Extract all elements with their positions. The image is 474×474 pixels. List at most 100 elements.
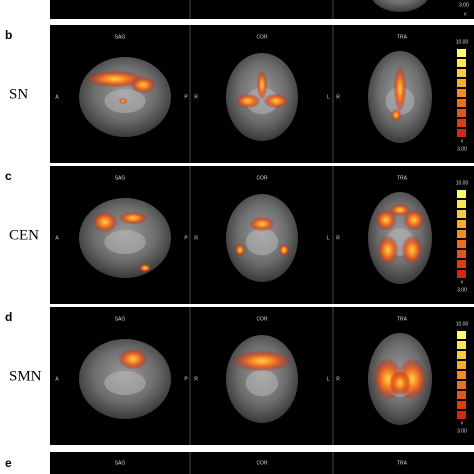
brain-slice (372, 0, 428, 12)
orientation-label: R (194, 235, 198, 241)
orientation-label: R (194, 94, 198, 100)
orientation-label: L (327, 94, 330, 100)
color-swatch (457, 79, 466, 87)
color-swatch (457, 411, 466, 419)
panel-letter: e (5, 456, 12, 470)
view-label: COR (256, 175, 268, 181)
network-name: SN (9, 86, 28, 102)
activation-blob (378, 236, 398, 264)
panel-letter: d (5, 310, 12, 324)
view-label: SAG (115, 34, 126, 40)
orientation-label: L (327, 376, 330, 382)
activation-blob (235, 244, 245, 256)
color-swatch (457, 371, 466, 379)
scale-max: 10.00 (456, 180, 469, 186)
view-label: SAG (115, 175, 126, 181)
scale-min: 3.00 (457, 428, 467, 434)
activation-blob (264, 94, 288, 108)
scale-arrow: v (461, 138, 464, 144)
activation-blob (93, 212, 117, 232)
activation-blob (376, 210, 396, 230)
orientation-label: P (184, 94, 188, 100)
color-swatch (457, 99, 466, 107)
orientation-label: A (55, 376, 59, 382)
network-name: CEN (9, 227, 39, 243)
orientation-label: A (55, 94, 59, 100)
color-swatch (457, 190, 466, 198)
activation-blob (119, 349, 147, 369)
orientation-label: L (327, 235, 330, 241)
activation-blob (390, 371, 410, 395)
panel-background (50, 0, 474, 19)
activation-blob (390, 204, 410, 216)
activation-blob (250, 217, 274, 231)
view-label: SAG (115, 460, 126, 466)
view-label: TRA (397, 316, 408, 322)
scale-max: 10.00 (456, 321, 469, 327)
orientation-label: A (55, 235, 59, 241)
color-swatch (457, 250, 466, 258)
panel-letter: b (5, 28, 12, 42)
scale-arrow: v (464, 11, 467, 17)
orientation-label: P (184, 376, 188, 382)
activation-blob (279, 244, 289, 256)
orientation-label: R (336, 376, 340, 382)
color-swatch (457, 210, 466, 218)
color-swatch (457, 220, 466, 228)
network-name: SMN (9, 368, 42, 384)
color-swatch (457, 59, 466, 67)
color-swatch (457, 240, 466, 248)
color-swatch (457, 331, 466, 339)
view-label: COR (256, 34, 268, 40)
brain-inner (104, 371, 146, 395)
activation-blob (391, 109, 401, 121)
color-swatch (457, 260, 466, 268)
activation-blob (234, 351, 290, 371)
scale-max: 10.00 (456, 39, 469, 45)
color-swatch (457, 49, 466, 57)
color-swatch (457, 391, 466, 399)
brain-inner (104, 230, 146, 254)
scale-arrow: v (461, 279, 464, 285)
scale-arrow: v (461, 420, 464, 426)
activation-blob (236, 94, 260, 108)
orientation-label: P (184, 235, 188, 241)
activation-blob (404, 210, 424, 230)
activation-blob (139, 264, 151, 272)
color-swatch (457, 109, 466, 117)
color-swatch (457, 200, 466, 208)
view-label: TRA (397, 34, 408, 40)
color-swatch (457, 119, 466, 127)
activation-blob (131, 77, 155, 93)
activation-blob (119, 212, 147, 224)
orientation-label: R (336, 94, 340, 100)
view-label: SAG (115, 316, 126, 322)
color-swatch (457, 401, 466, 409)
orientation-label: R (336, 235, 340, 241)
view-label: TRA (397, 175, 408, 181)
color-swatch (457, 69, 466, 77)
view-label: TRA (397, 460, 408, 466)
activation-blob (119, 98, 127, 104)
color-swatch (457, 361, 466, 369)
brain-inner (245, 87, 279, 115)
color-swatch (457, 89, 466, 97)
color-swatch (457, 270, 466, 278)
color-swatch (457, 351, 466, 359)
scale-min: 3.00 (457, 287, 467, 293)
activation-blob (402, 236, 422, 264)
activation-blob (87, 71, 143, 87)
panel-background (50, 452, 474, 474)
scale-min: 3.00 (459, 2, 469, 8)
activation-blob (394, 67, 406, 111)
view-label: COR (256, 460, 268, 466)
color-swatch (457, 381, 466, 389)
scale-min: 3.00 (457, 146, 467, 152)
color-swatch (457, 341, 466, 349)
activation-blob (257, 71, 267, 99)
brain-inner (245, 228, 279, 256)
view-label: COR (256, 316, 268, 322)
color-swatch (457, 129, 466, 137)
panel-letter: c (5, 169, 12, 183)
